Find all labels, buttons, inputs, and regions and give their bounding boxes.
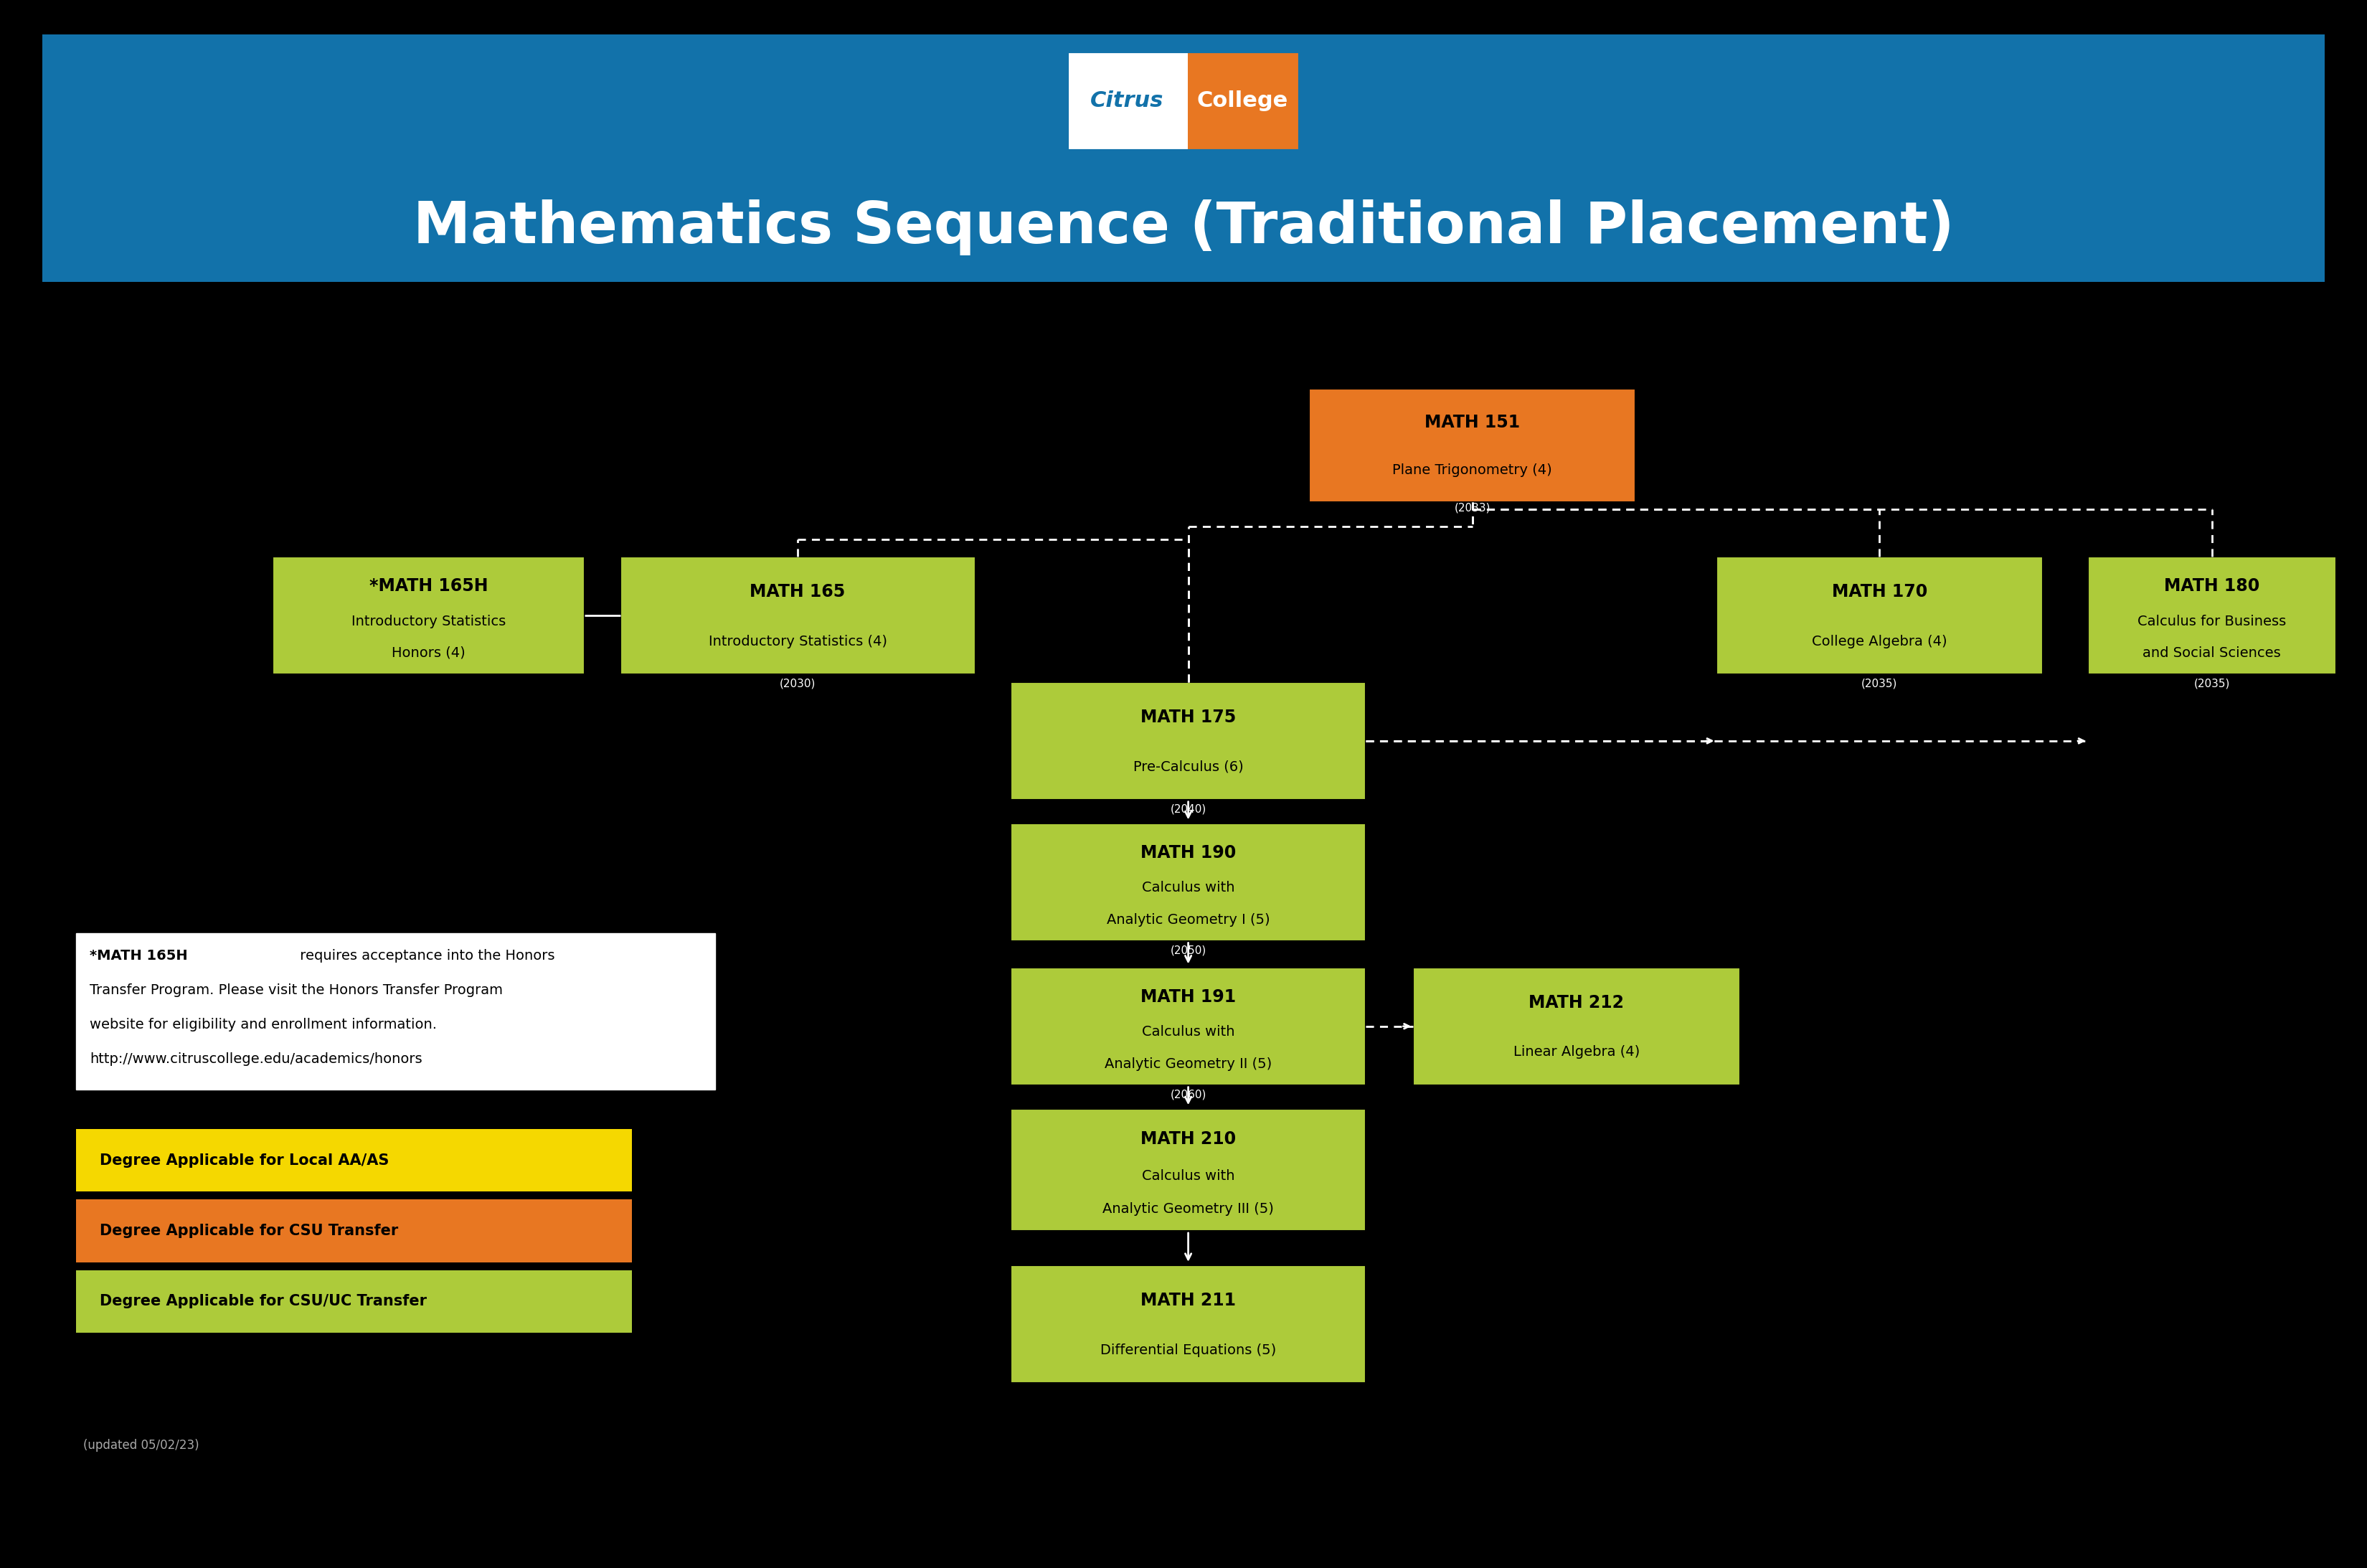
Text: Differential Equations (5): Differential Equations (5) (1101, 1344, 1276, 1356)
Bar (620, 557, 975, 674)
Text: website for eligibility and enrollment information.: website for eligibility and enrollment i… (90, 1018, 438, 1032)
Text: Calculus with: Calculus with (1141, 1025, 1236, 1040)
Bar (2088, 557, 2336, 674)
Text: Introductory Statistics: Introductory Statistics (350, 615, 507, 629)
Text: MATH 210: MATH 210 (1141, 1131, 1236, 1148)
Text: Analytic Geometry I (5): Analytic Geometry I (5) (1108, 913, 1269, 927)
Bar (1716, 557, 2043, 674)
Bar (1011, 682, 1366, 800)
Text: MATH 191: MATH 191 (1141, 988, 1236, 1005)
Bar (1309, 389, 1636, 502)
Text: MATH 180: MATH 180 (2163, 577, 2260, 594)
Text: Calculus for Business: Calculus for Business (2137, 615, 2287, 629)
Bar (1068, 52, 1299, 151)
Text: MATH 211: MATH 211 (1141, 1292, 1236, 1309)
Bar (272, 557, 585, 674)
Text: Calculus with: Calculus with (1141, 881, 1236, 895)
Text: *MATH 165H: *MATH 165H (90, 949, 187, 963)
Text: *MATH 165H: *MATH 165H (369, 577, 488, 594)
Bar (76, 1129, 632, 1192)
Text: Degree Applicable for CSU/UC Transfer: Degree Applicable for CSU/UC Transfer (99, 1294, 426, 1309)
Text: MATH 165: MATH 165 (750, 583, 845, 601)
Bar (1413, 967, 1740, 1085)
Bar (76, 1270, 632, 1333)
Bar (1068, 52, 1188, 151)
Text: and Social Sciences: and Social Sciences (2142, 646, 2282, 660)
Text: (2050): (2050) (1169, 946, 1207, 955)
Text: requires acceptance into the Honors: requires acceptance into the Honors (296, 949, 556, 963)
Text: Linear Algebra (4): Linear Algebra (4) (1513, 1046, 1640, 1058)
Text: Calculus with: Calculus with (1141, 1170, 1236, 1182)
Text: MATH 151: MATH 151 (1425, 414, 1520, 431)
Text: (2033): (2033) (1453, 503, 1491, 513)
Text: Degree Applicable for Local AA/AS: Degree Applicable for Local AA/AS (99, 1152, 388, 1168)
Text: Citrus: Citrus (1091, 91, 1165, 111)
Text: (updated 05/02/23): (updated 05/02/23) (83, 1439, 199, 1452)
Text: Introductory Statistics (4): Introductory Statistics (4) (708, 635, 888, 648)
Text: Plane Trigonometry (4): Plane Trigonometry (4) (1392, 463, 1553, 477)
Bar (1011, 823, 1366, 941)
Bar (1011, 967, 1366, 1085)
Text: (2040): (2040) (1169, 804, 1207, 814)
Text: (2060): (2060) (1169, 1090, 1207, 1099)
Text: Degree Applicable for CSU Transfer: Degree Applicable for CSU Transfer (99, 1223, 398, 1239)
Bar (1011, 1265, 1366, 1383)
Bar (43, 34, 2324, 282)
Text: College Algebra (4): College Algebra (4) (1811, 635, 1948, 648)
Text: MATH 212: MATH 212 (1529, 994, 1624, 1011)
Text: Pre-Calculus (6): Pre-Calculus (6) (1134, 760, 1243, 773)
Bar (1188, 52, 1299, 151)
Text: College: College (1198, 91, 1288, 111)
Text: (2030): (2030) (779, 679, 817, 688)
Text: Mathematics Sequence (Traditional Placement): Mathematics Sequence (Traditional Placem… (412, 199, 1955, 256)
Text: (2035): (2035) (2194, 679, 2230, 688)
Text: Transfer Program. Please visit the Honors Transfer Program: Transfer Program. Please visit the Honor… (90, 983, 504, 997)
Text: (2035): (2035) (1860, 679, 1898, 688)
Text: http://www.citruscollege.edu/academics/honors: http://www.citruscollege.edu/academics/h… (90, 1052, 421, 1066)
Text: Analytic Geometry III (5): Analytic Geometry III (5) (1103, 1203, 1273, 1215)
Text: MATH 175: MATH 175 (1141, 709, 1236, 726)
Bar (76, 1200, 632, 1262)
Bar (76, 933, 715, 1090)
Text: Honors (4): Honors (4) (391, 646, 466, 660)
Text: MATH 170: MATH 170 (1832, 583, 1927, 601)
Text: Analytic Geometry II (5): Analytic Geometry II (5) (1105, 1057, 1271, 1071)
Text: MATH 190: MATH 190 (1141, 844, 1236, 861)
Bar (1068, 52, 1299, 151)
Bar (1011, 1109, 1366, 1231)
